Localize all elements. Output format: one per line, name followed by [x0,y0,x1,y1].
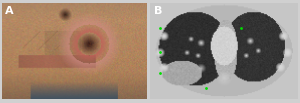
Text: A: A [5,6,14,16]
Text: B: B [154,6,162,16]
